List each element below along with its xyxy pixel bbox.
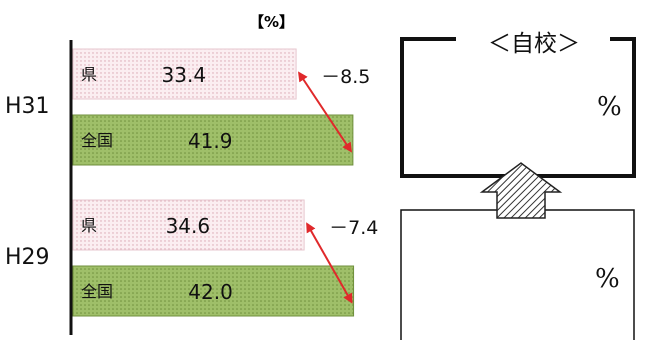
category-label-H29: H29 [5, 245, 50, 270]
school-lower-percent: % [595, 264, 620, 294]
unit-label: 【%】 [249, 13, 294, 31]
data-label-H31-県: 33.4 [162, 63, 207, 87]
bar-H31-県 [72, 48, 297, 100]
difference-arrow-H31 [298, 71, 352, 153]
series-label-H29-全国: 全国 [81, 282, 113, 301]
school-lower-box [400, 209, 635, 340]
series-label-H29-県: 県 [81, 216, 97, 235]
data-label-H29-全国: 42.0 [188, 280, 233, 304]
category-label-H31: H31 [5, 94, 50, 119]
difference-label-H29: －7.4 [329, 217, 378, 239]
bar-H29-県 [72, 199, 305, 251]
up-arrow-icon [479, 162, 563, 219]
difference-arrows: －8.5 －7.4 [298, 66, 378, 304]
series-label-H31-県: 県 [81, 65, 97, 84]
data-label-H31-全国: 41.9 [188, 129, 233, 153]
school-title: ＜自校＞ [488, 31, 580, 57]
series-label-H31-全国: 全国 [81, 131, 113, 150]
bars-group: H31 県 33.4 全国 41.9 H29 県 34.6 全国 42.0 [5, 48, 355, 317]
difference-arrow-H29 [306, 222, 353, 304]
data-label-H29-県: 34.6 [166, 214, 211, 238]
school-upper-percent: % [597, 92, 622, 122]
difference-label-H31: －8.5 [321, 66, 370, 88]
